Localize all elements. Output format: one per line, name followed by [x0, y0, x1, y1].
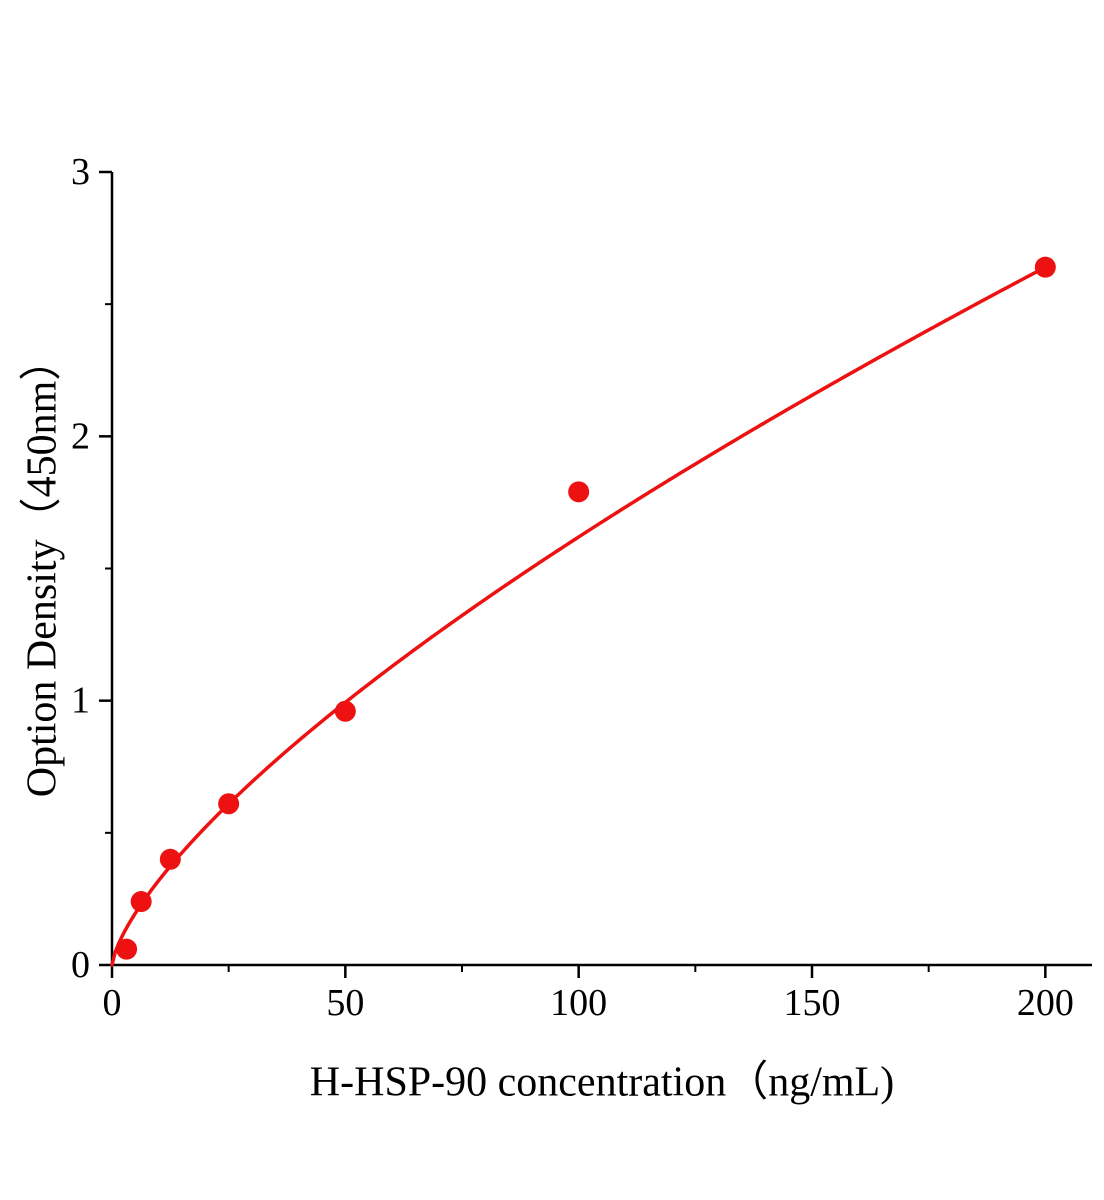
data-point [334, 700, 356, 722]
x-axis-label: H-HSP-90 concentration（ng/mL) [309, 1059, 895, 1106]
y-tick-label: 3 [71, 151, 90, 193]
x-tick-label: 200 [1017, 982, 1074, 1024]
data-point [130, 891, 152, 913]
x-tick-label: 0 [103, 982, 122, 1024]
y-tick-label: 1 [71, 680, 90, 722]
y-tick-label: 2 [71, 415, 90, 457]
data-point [116, 938, 138, 960]
fit-curve [110, 265, 1048, 967]
x-tick-label: 100 [550, 982, 607, 1024]
data-point [159, 848, 181, 870]
x-tick-label: 50 [326, 982, 364, 1024]
data-point [568, 481, 590, 503]
y-axis-label: Option Density（450nm） [19, 338, 66, 798]
data-point [218, 793, 240, 815]
x-tick-label: 150 [784, 982, 841, 1024]
y-tick-label: 0 [71, 944, 90, 986]
data-point [1034, 256, 1056, 278]
